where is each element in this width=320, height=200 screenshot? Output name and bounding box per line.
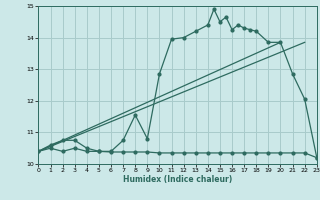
X-axis label: Humidex (Indice chaleur): Humidex (Indice chaleur): [123, 175, 232, 184]
